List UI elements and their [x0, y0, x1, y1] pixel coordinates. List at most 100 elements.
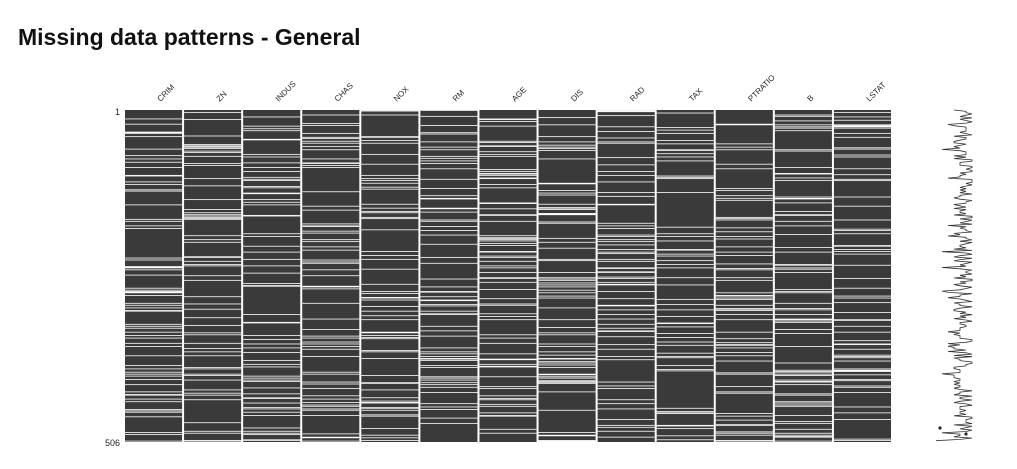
missing-cell-line	[125, 375, 183, 377]
missing-cell-line	[243, 251, 301, 253]
missing-cell-line	[125, 302, 183, 304]
missing-cell-line	[302, 404, 360, 406]
missing-cell-line	[833, 354, 891, 356]
missing-cell-line	[420, 262, 478, 264]
missing-cell-line	[243, 440, 301, 441]
column-label: TAX	[687, 86, 704, 103]
missing-cell-line	[361, 163, 419, 165]
missing-cell-line	[420, 409, 478, 410]
missing-cell-line	[479, 145, 537, 147]
missing-cell-line	[715, 344, 773, 346]
missing-cell-line	[715, 391, 773, 393]
missing-cell-line	[833, 385, 891, 387]
missing-cell-line	[597, 356, 655, 357]
missing-cell-line	[538, 374, 596, 376]
missing-cell-line	[243, 322, 301, 324]
missing-cell-line	[302, 415, 360, 416]
missing-cell-line	[715, 308, 773, 309]
column-rad	[597, 110, 655, 442]
missing-cell-line	[833, 295, 891, 297]
missing-cell-line	[538, 358, 596, 359]
missing-cell-line	[774, 302, 832, 304]
missing-cell-line	[243, 380, 301, 382]
column-label: NOX	[392, 84, 411, 103]
missing-cell-line	[538, 361, 596, 363]
missing-cell-line	[715, 235, 773, 237]
missing-cell-line	[774, 177, 832, 179]
missing-cell-line	[361, 211, 419, 212]
missing-cell-line	[125, 174, 183, 176]
missing-cell-line	[302, 286, 360, 288]
missing-cell-line	[833, 312, 891, 313]
missing-cell-line	[538, 158, 596, 160]
missing-cell-line	[125, 123, 183, 125]
missing-cell-line	[184, 440, 242, 441]
missing-cell-line	[361, 218, 419, 220]
missing-cell-line	[479, 281, 537, 283]
missing-cell-line	[597, 426, 655, 428]
missing-cell-line	[597, 110, 655, 111]
missing-cell-line	[597, 181, 655, 183]
missing-cell-line	[833, 379, 891, 380]
missing-cell-line	[538, 192, 596, 194]
missing-cell-line	[597, 142, 655, 144]
missing-cell-line	[243, 335, 301, 336]
missing-cell-line	[833, 180, 891, 182]
missing-cell-line	[833, 116, 891, 118]
missing-cell-line	[538, 382, 596, 384]
missing-cell-line	[243, 415, 301, 416]
missing-cell-line	[302, 302, 360, 304]
missing-cell-line	[597, 241, 655, 243]
missing-cell-line	[184, 241, 242, 243]
column-label: AGE	[510, 85, 528, 103]
missing-cell-line	[479, 412, 537, 414]
missing-cell-line	[656, 352, 714, 354]
missing-cell-line	[833, 245, 891, 246]
missing-cell-line	[774, 291, 832, 292]
missing-cell-line	[774, 272, 832, 273]
missing-cell-line	[774, 346, 832, 348]
missing-cell-line	[715, 231, 773, 233]
missing-cell-line	[125, 228, 183, 229]
missing-cell-line	[774, 379, 832, 381]
missing-cell-line	[125, 289, 183, 291]
missing-cell-line	[833, 277, 891, 279]
missing-cell-line	[774, 308, 832, 309]
missing-cell-line	[243, 265, 301, 267]
missing-cell-line	[715, 292, 773, 294]
missing-cell-line	[184, 214, 242, 216]
missing-cell-line	[361, 414, 419, 416]
missing-cell-line	[479, 214, 537, 216]
missing-cell-line	[420, 376, 478, 378]
missing-cell-line	[538, 278, 596, 280]
missing-cell-line	[656, 428, 714, 430]
missing-cell-line	[656, 356, 714, 357]
missing-cell-line	[774, 432, 832, 434]
missing-cell-line	[774, 214, 832, 216]
column-b	[774, 110, 832, 442]
missing-cell-line	[184, 317, 242, 319]
missing-cell-line	[125, 325, 183, 327]
missing-cell-line	[774, 214, 832, 216]
missing-cell-line	[361, 182, 419, 184]
missing-cell-line	[656, 249, 714, 250]
missing-cell-line	[597, 305, 655, 307]
missing-cell-line	[420, 417, 478, 419]
missing-cell-line	[479, 432, 537, 434]
missing-cell-line	[125, 331, 183, 333]
missing-cell-line	[420, 392, 478, 393]
missing-cell-line	[479, 353, 537, 355]
missing-cell-line	[538, 343, 596, 345]
missing-cell-line	[538, 358, 596, 360]
missing-cell-line	[538, 432, 596, 433]
missing-cell-line	[243, 397, 301, 399]
missing-cell-line	[774, 434, 832, 436]
missing-cell-line	[538, 207, 596, 208]
missing-cell-line	[715, 338, 773, 340]
missing-cell-line	[420, 384, 478, 386]
missing-cell-line	[184, 147, 242, 149]
missing-cell-line	[479, 184, 537, 185]
missing-cell-line	[538, 124, 596, 126]
missing-cell-line	[833, 125, 891, 126]
missing-cell-line	[420, 359, 478, 361]
